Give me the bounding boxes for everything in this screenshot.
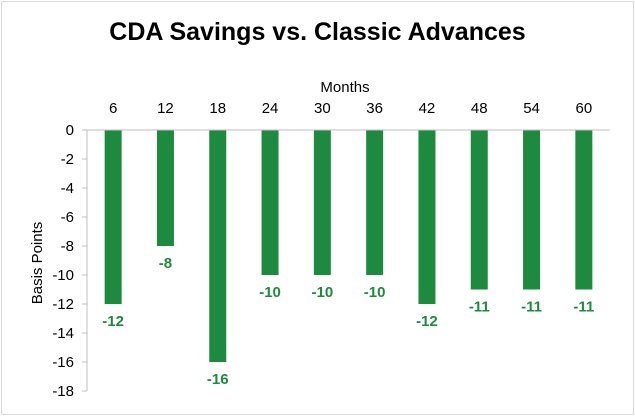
bar-series [104, 130, 593, 362]
x-tick-label: 18 [209, 100, 226, 117]
x-tick-label: 54 [523, 100, 540, 117]
y-tick-label: 0 [66, 122, 74, 139]
bar [104, 130, 122, 304]
y-tick-label: -16 [52, 354, 74, 371]
x-tick-label: 42 [419, 100, 436, 117]
bar [575, 130, 593, 290]
y-tick-label: -14 [52, 325, 74, 342]
x-axis: 6 12 18 24 30 36 42 48 54 60 [87, 100, 610, 131]
data-label: -10 [312, 284, 334, 301]
x-tick-label: 48 [471, 100, 488, 117]
bar [470, 130, 488, 290]
y-tick-label: -4 [61, 180, 74, 197]
y-tick-label: -10 [52, 267, 74, 284]
y-tick-label: -2 [61, 151, 74, 168]
y-tick-label: -12 [52, 296, 74, 313]
x-tick-label: 30 [314, 100, 331, 117]
bar [209, 130, 227, 362]
data-label: -16 [207, 371, 229, 388]
data-label: -8 [159, 255, 172, 272]
x-tick-label: 36 [366, 100, 383, 117]
data-label: -12 [416, 313, 438, 330]
y-tick-label: -18 [52, 383, 74, 400]
bar [418, 130, 436, 304]
data-label: -12 [102, 313, 124, 330]
data-label: -10 [364, 284, 386, 301]
y-tick-label: -6 [61, 209, 74, 226]
y-axis: 0 -2 -4 -6 -8 -10 -12 -14 -16 -18 [52, 122, 88, 400]
x-tick-label: 6 [109, 100, 117, 117]
bar [366, 130, 384, 275]
data-label: -11 [521, 299, 542, 316]
y-tick-label: -8 [61, 238, 74, 255]
x-tick-label: 12 [157, 100, 174, 117]
x-axis-title: Months [320, 79, 369, 96]
data-labels: -12 -8 -16 -10 -10 -10 -12 -11 -11 -11 [102, 255, 594, 388]
x-tick-label: 24 [262, 100, 279, 117]
data-label: -10 [259, 284, 281, 301]
x-tick-label: 60 [576, 100, 593, 117]
bar [313, 130, 331, 275]
chart-title: CDA Savings vs. Classic Advances [109, 18, 526, 46]
bar [156, 130, 174, 246]
bar [523, 130, 541, 290]
data-label: -11 [573, 299, 594, 316]
bar [261, 130, 279, 275]
data-label: -11 [469, 299, 490, 316]
y-axis-title: Basis Points [29, 222, 46, 305]
